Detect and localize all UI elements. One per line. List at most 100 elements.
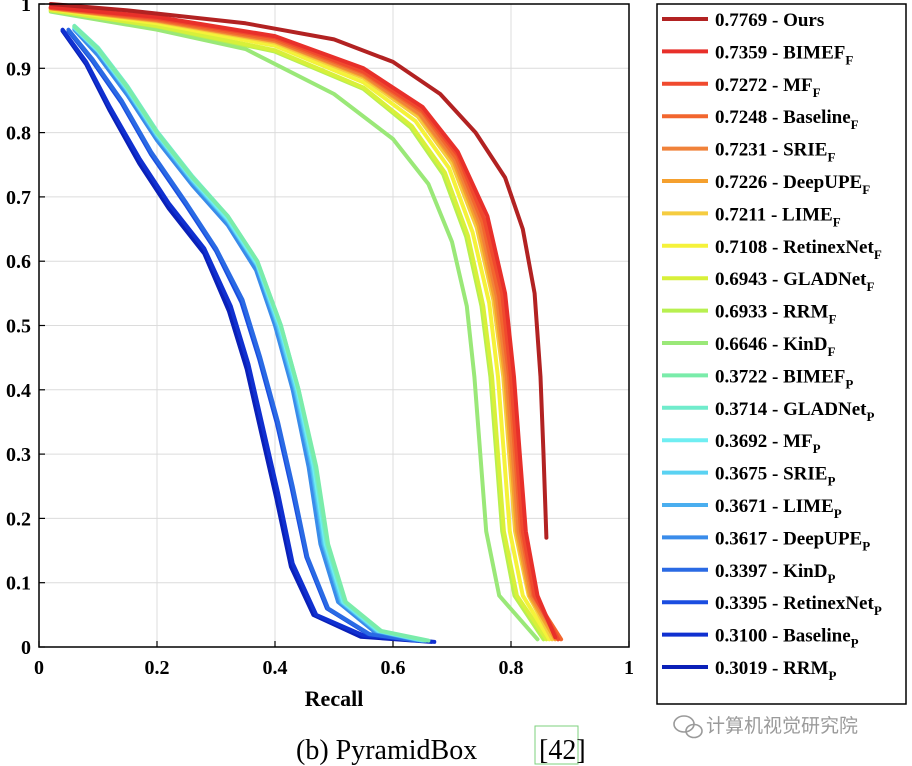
legend-label: 0.7248 - BaselineF (715, 107, 859, 132)
legend-item: 0.3714 - GLADNetP (662, 399, 874, 424)
legend-label: 0.3714 - GLADNetP (715, 399, 874, 424)
legend-subscript: F (833, 214, 841, 229)
legend-subscript: F (828, 312, 836, 327)
y-tick-label: 0.7 (6, 187, 31, 209)
legend-subscript: P (834, 506, 842, 521)
y-tick-label: 0.4 (6, 380, 31, 402)
legend-label: 0.6943 - GLADNetF (715, 269, 874, 294)
legend-label: 0.3671 - LIMEP (715, 496, 842, 521)
legend-subscript: P (813, 441, 821, 456)
legend: 0.7769 - Ours 0.7359 - BIMEFF 0.7272 - MFF… (662, 10, 882, 683)
legend-item: 0.7108 - RetinexNetF (662, 237, 882, 262)
x-tick-label: 0.8 (499, 657, 524, 679)
legend-label: 0.3617 - DeepUPEP (715, 528, 870, 553)
legend-item: 0.7226 - DeepUPEF (662, 172, 870, 197)
x-tick-label: 0 (34, 657, 44, 679)
watermark-text: 计算机视觉研究院 (706, 715, 858, 737)
legend-item: 0.3692 - MFP (662, 431, 821, 456)
legend-item: 0.3395 - RetinexNetP (662, 593, 882, 618)
citation-box[interactable] (534, 725, 579, 765)
figure-caption: (b) PyramidBox [42] (296, 725, 586, 766)
legend-label: 0.3100 - BaselineP (715, 626, 859, 651)
legend-label: 0.7769 - Ours (715, 10, 824, 31)
legend-item: 0.7769 - Ours (662, 10, 824, 31)
legend-item: 0.7231 - SRIEF (662, 140, 835, 165)
legend-item: 0.6933 - RRMF (662, 302, 836, 327)
legend-subscript: P (874, 603, 882, 618)
legend-item: 0.7248 - BaselineF (662, 107, 859, 132)
legend-label: 0.6646 - KinDF (715, 334, 835, 359)
legend-label: 0.7226 - DeepUPEF (715, 172, 870, 197)
curve-baseline-p (60, 27, 437, 644)
axis-ticks: 0 0.2 0.4 0.6 0.8 1 0 0.1 0.2 0.3 0.4 0.5 0.6 0.7 0.8 0… (6, 0, 634, 679)
y-tick-label: 0.8 (6, 123, 31, 145)
y-tick-label: 0.1 (6, 573, 31, 595)
curve-rrm-p (60, 29, 434, 644)
curve-retinexnet-f (48, 7, 552, 642)
legend-subscript: P (827, 571, 835, 586)
y-tick-label: 0.6 (6, 251, 31, 273)
legend-label: 0.6933 - RRMF (715, 302, 836, 327)
caption-label: (b) PyramidBox (296, 735, 477, 766)
legend-subscript: P (845, 376, 853, 391)
legend-item: 0.6646 - KinDF (662, 334, 835, 359)
legend-label: 0.7359 - BIMEFF (715, 42, 853, 67)
x-tick-label: 0.2 (145, 657, 170, 679)
legend-subscript: F (845, 52, 853, 67)
x-tick-label: 1 (624, 657, 634, 679)
legend-item: 0.3397 - KinDP (662, 561, 835, 586)
legend-item: 0.3100 - BaselineP (662, 626, 859, 651)
x-axis-label: Recall (305, 686, 364, 711)
x-tick-label: 0.4 (263, 657, 288, 679)
legend-item: 0.3675 - SRIEP (662, 464, 835, 489)
legend-label: 0.3722 - BIMEFP (715, 366, 853, 391)
legend-label: 0.3397 - KinDP (715, 561, 835, 586)
curve-kind-p (66, 27, 419, 643)
y-tick-label: 0.9 (6, 58, 31, 80)
legend-label: 0.3395 - RetinexNetP (715, 593, 882, 618)
legend-subscript: P (827, 474, 835, 489)
y-tick-label: 1 (21, 0, 31, 16)
legend-subscript: P (828, 668, 836, 683)
legend-label: 0.7108 - RetinexNetF (715, 237, 882, 262)
legend-label: 0.7272 - MFF (715, 75, 821, 100)
legend-item: 0.3671 - LIMEP (662, 496, 842, 521)
legend-subscript: F (827, 344, 835, 359)
legend-box (656, 3, 907, 705)
y-tick-label: 0.2 (6, 508, 31, 530)
legend-label: 0.3692 - MFP (715, 431, 821, 456)
x-tick-label: 0.6 (381, 657, 406, 679)
legend-item: 0.6943 - GLADNetF (662, 269, 874, 294)
y-tick-label: 0.5 (6, 316, 31, 338)
curve-gladnet-f (48, 8, 549, 642)
curve-bimef-p (72, 24, 431, 643)
legend-label: 0.7211 - LIMEF (715, 204, 841, 229)
legend-subscript: F (813, 85, 821, 100)
legend-item: 0.7272 - MFF (662, 75, 821, 100)
legend-item: 0.3722 - BIMEFP (662, 366, 853, 391)
legend-subscript: P (851, 636, 859, 651)
curve-bimef-f (48, 5, 558, 640)
curves (48, 2, 564, 644)
legend-item: 0.3617 - DeepUPEP (662, 528, 870, 553)
legend-subscript: F (874, 247, 882, 262)
legend-item: 0.7359 - BIMEFF (662, 42, 853, 67)
legend-label: 0.3019 - RRMP (715, 658, 836, 683)
wechat-watermark: 计算机视觉研究院 (673, 715, 858, 739)
legend-subscript: P (866, 409, 874, 424)
legend-subscript: F (827, 150, 835, 165)
curve-deepupe-p (72, 27, 422, 643)
curve-ours (48, 2, 549, 540)
legend-subscript: F (851, 117, 859, 132)
y-tick-label: 0 (21, 637, 31, 659)
wechat-icon (673, 715, 703, 739)
legend-label: 0.7231 - SRIEF (715, 140, 835, 165)
legend-subscript: P (862, 538, 870, 553)
legend-subscript: F (862, 182, 870, 197)
legend-item: 0.7211 - LIMEF (662, 204, 841, 229)
legend-item: 0.3019 - RRMP (662, 658, 836, 683)
curve-kind-f (48, 9, 540, 642)
legend-subscript: F (866, 279, 874, 294)
caption-ref[interactable]: [42] (539, 735, 586, 766)
